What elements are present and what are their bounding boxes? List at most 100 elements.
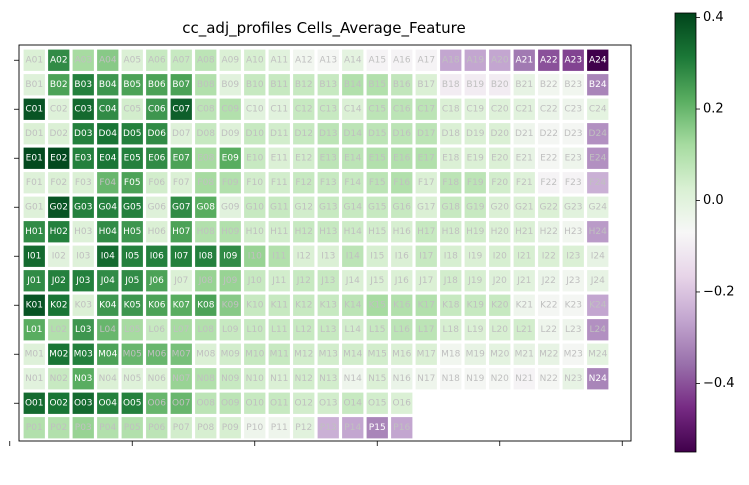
cell-I12 bbox=[293, 245, 315, 267]
cell-label-B03: B03 bbox=[74, 80, 92, 90]
cell-label-G07: G07 bbox=[172, 202, 190, 212]
cell-F24 bbox=[587, 172, 609, 194]
colorbar-tick-label: 0.4 bbox=[703, 10, 724, 25]
cell-H11 bbox=[268, 221, 290, 243]
cell-L04 bbox=[97, 319, 119, 341]
cell-M18 bbox=[440, 343, 462, 365]
cell-label-H20: H20 bbox=[491, 227, 509, 237]
cell-N13 bbox=[317, 368, 339, 390]
cell-label-N13: N13 bbox=[319, 374, 337, 384]
cell-E06 bbox=[146, 147, 168, 169]
cell-label-F20: F20 bbox=[491, 178, 508, 188]
cell-L24 bbox=[587, 319, 609, 341]
cell-label-N15: N15 bbox=[368, 374, 386, 384]
cell-B05 bbox=[121, 74, 143, 96]
cell-label-B16: B16 bbox=[393, 80, 411, 90]
cell-M20 bbox=[489, 343, 511, 365]
cell-label-D11: D11 bbox=[270, 129, 288, 139]
cell-E16 bbox=[391, 147, 413, 169]
cell-label-P02: P02 bbox=[50, 423, 67, 433]
cell-J02 bbox=[48, 270, 70, 292]
cell-label-E22: E22 bbox=[540, 153, 557, 163]
cell-label-L23: L23 bbox=[565, 325, 581, 335]
cell-G05 bbox=[121, 196, 143, 218]
cell-O06 bbox=[146, 392, 168, 414]
cell-label-D05: D05 bbox=[123, 129, 141, 139]
cell-N21 bbox=[513, 368, 535, 390]
cell-B11 bbox=[268, 74, 290, 96]
cell-L01 bbox=[23, 319, 45, 341]
cell-K11 bbox=[268, 294, 290, 316]
colorbar-tick-label: 0.2 bbox=[703, 102, 724, 117]
cell-G22 bbox=[538, 196, 560, 218]
cell-label-N14: N14 bbox=[344, 374, 362, 384]
cell-label-J07: J07 bbox=[173, 276, 188, 286]
cell-label-D09: D09 bbox=[221, 129, 240, 139]
cell-O11 bbox=[268, 392, 290, 414]
cell-F09 bbox=[219, 172, 241, 194]
cell-C04 bbox=[97, 98, 119, 120]
cell-C09 bbox=[219, 98, 241, 120]
cell-K23 bbox=[562, 294, 584, 316]
cell-L23 bbox=[562, 319, 584, 341]
cell-A09 bbox=[219, 49, 241, 71]
cell-M09 bbox=[219, 343, 241, 365]
cell-N14 bbox=[342, 368, 364, 390]
cell-label-L04: L04 bbox=[100, 325, 117, 335]
cell-label-A02: A02 bbox=[50, 55, 68, 65]
cell-label-O02: O02 bbox=[49, 398, 68, 408]
cell-label-F03: F03 bbox=[75, 178, 92, 188]
cell-label-M15: M15 bbox=[368, 349, 387, 359]
cell-P07 bbox=[170, 417, 192, 439]
cell-C21 bbox=[513, 98, 535, 120]
cell-B15 bbox=[366, 74, 388, 96]
cell-label-O09: O09 bbox=[221, 398, 240, 408]
cell-N09 bbox=[219, 368, 241, 390]
cell-F07 bbox=[170, 172, 192, 194]
cell-label-F24: F24 bbox=[589, 178, 606, 188]
cell-I03 bbox=[72, 245, 94, 267]
cell-M15 bbox=[366, 343, 388, 365]
cell-L21 bbox=[513, 319, 535, 341]
cell-label-B12: B12 bbox=[295, 80, 313, 90]
cell-label-D04: D04 bbox=[99, 129, 118, 139]
cell-F15 bbox=[366, 172, 388, 194]
cell-label-A08: A08 bbox=[197, 55, 215, 65]
cell-K15 bbox=[366, 294, 388, 316]
cell-A03 bbox=[72, 49, 94, 71]
cell-O03 bbox=[72, 392, 94, 414]
cell-label-P07: P07 bbox=[173, 423, 190, 433]
cell-label-P13: P13 bbox=[320, 423, 337, 433]
cell-G14 bbox=[342, 196, 364, 218]
cell-label-N02: N02 bbox=[50, 374, 68, 384]
cell-label-D21: D21 bbox=[515, 129, 533, 139]
cell-label-F11: F11 bbox=[271, 178, 288, 188]
cell-L03 bbox=[72, 319, 94, 341]
cell-label-M24: M24 bbox=[588, 349, 607, 359]
cell-label-J22: J22 bbox=[541, 276, 556, 286]
cell-P02 bbox=[48, 417, 70, 439]
cell-label-P11: P11 bbox=[271, 423, 288, 433]
cell-label-D23: D23 bbox=[564, 129, 582, 139]
cell-label-E12: E12 bbox=[295, 153, 312, 163]
cell-A04 bbox=[97, 49, 119, 71]
cell-F08 bbox=[195, 172, 217, 194]
cell-label-F02: F02 bbox=[50, 178, 67, 188]
cell-P01 bbox=[23, 417, 45, 439]
cell-D22 bbox=[538, 123, 560, 145]
cell-label-G24: G24 bbox=[589, 202, 608, 212]
cell-label-P03: P03 bbox=[75, 423, 92, 433]
cell-M13 bbox=[317, 343, 339, 365]
cell-E03 bbox=[72, 147, 94, 169]
cell-C14 bbox=[342, 98, 364, 120]
cell-label-O15: O15 bbox=[368, 398, 387, 408]
cell-label-P15: P15 bbox=[369, 423, 386, 433]
cell-F13 bbox=[317, 172, 339, 194]
cell-K05 bbox=[121, 294, 143, 316]
cell-label-L17: L17 bbox=[418, 325, 434, 335]
cell-label-A22: A22 bbox=[540, 55, 558, 65]
cell-label-H02: H02 bbox=[50, 227, 68, 237]
cell-J18 bbox=[440, 270, 462, 292]
cell-A15 bbox=[366, 49, 388, 71]
cell-label-F09: F09 bbox=[222, 178, 239, 188]
